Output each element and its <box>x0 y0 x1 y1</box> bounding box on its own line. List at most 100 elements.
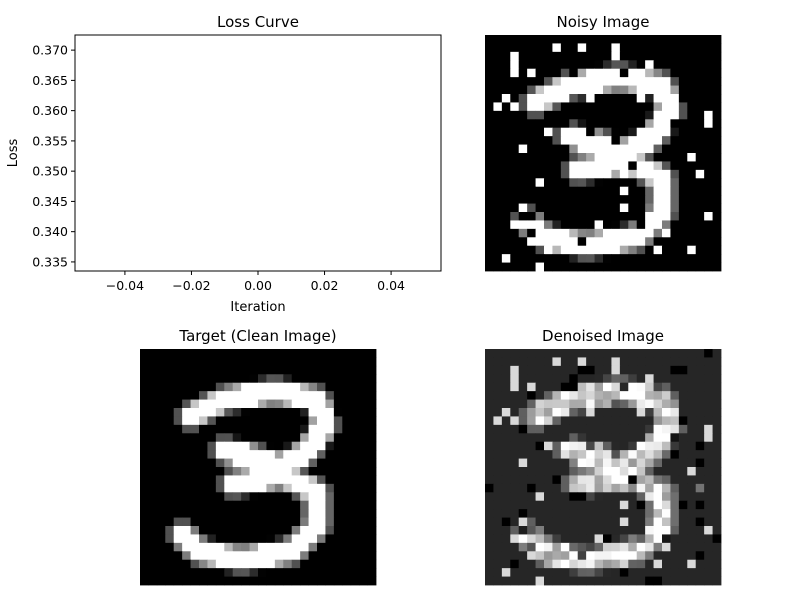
denoised-pixel <box>586 408 595 417</box>
target-pixel <box>156 357 166 367</box>
denoised-pixel <box>594 382 604 392</box>
denoised-pixel <box>695 408 705 417</box>
denoised-pixel <box>704 492 713 502</box>
denoised-pixel <box>628 399 638 409</box>
target-pixel <box>258 542 267 552</box>
denoised-pixel <box>687 551 697 561</box>
denoised-pixel <box>493 391 503 400</box>
denoised-pixel <box>501 500 511 510</box>
noisy-pixel <box>535 102 545 112</box>
denoised-pixel <box>594 416 604 426</box>
denoised-pixel <box>653 408 663 417</box>
target-pixel <box>241 374 250 384</box>
noisy-pixel <box>645 68 654 78</box>
noisy-pixel <box>628 77 638 86</box>
noisy-pixel <box>577 237 587 247</box>
target-pixel <box>190 534 200 544</box>
noisy-pixel <box>485 254 494 263</box>
noisy-pixel <box>653 203 663 213</box>
noisy-pixel <box>577 144 587 154</box>
denoised-pixel <box>653 391 663 400</box>
target-pixel <box>215 365 225 375</box>
noisy-pixel <box>687 68 697 78</box>
noisy-pixel <box>510 127 520 137</box>
denoised-pixel <box>527 357 536 367</box>
noisy-pixel <box>611 153 621 162</box>
noisy-pixel <box>493 220 503 230</box>
noisy-pixel <box>662 85 671 95</box>
noisy-pixel <box>577 254 587 263</box>
noisy-pixel <box>510 186 520 196</box>
noisy-pixel <box>687 102 697 112</box>
target-pixel <box>266 467 276 476</box>
denoised-pixel <box>695 568 705 577</box>
noisy-pixel <box>712 35 722 44</box>
noisy-pixel <box>628 161 638 171</box>
target-pixel <box>325 576 335 586</box>
noisy-pixel <box>560 119 570 129</box>
noisy-pixel <box>510 110 520 120</box>
x-tick-label: 0.04 <box>377 278 405 293</box>
denoised-pixel <box>485 500 494 510</box>
noisy-pixel <box>628 178 638 188</box>
target-pixel <box>283 467 293 476</box>
denoised-pixel <box>704 450 713 459</box>
target-pixel <box>333 534 343 544</box>
target-pixel <box>258 568 267 577</box>
noisy-pixel <box>636 161 646 171</box>
target-pixel <box>241 433 250 443</box>
target-pixel <box>249 408 259 417</box>
target-pixel <box>317 382 326 392</box>
noisy-pixel <box>527 51 536 61</box>
denoised-pixel <box>636 475 646 485</box>
denoised-pixel <box>518 374 528 384</box>
noisy-pixel <box>611 178 621 188</box>
noisy-pixel <box>493 153 503 162</box>
noisy-pixel <box>603 203 612 213</box>
denoised-pixel <box>695 399 705 409</box>
noisy-pixel <box>586 136 595 145</box>
denoised-pixel <box>586 559 595 569</box>
denoised-pixel <box>501 349 511 358</box>
noisy-pixel <box>527 161 536 171</box>
target-pixel <box>241 382 250 392</box>
target-pixel <box>283 542 293 552</box>
target-pixel <box>300 509 309 518</box>
denoised-pixel <box>628 349 638 358</box>
denoised-pixel <box>510 408 520 417</box>
target-pixel <box>165 568 175 577</box>
noisy-pixel <box>712 94 722 103</box>
target-pixel <box>367 416 377 426</box>
denoised-pixel <box>485 542 494 552</box>
denoised-pixel <box>619 450 629 459</box>
denoised-pixel <box>569 551 579 561</box>
target-pixel <box>156 551 166 561</box>
noisy-pixel <box>577 220 587 230</box>
denoised-pixel <box>594 424 604 434</box>
denoised-pixel <box>594 467 604 476</box>
target-pixel <box>342 492 352 502</box>
target-pixel <box>249 509 259 518</box>
target-pixel <box>359 534 368 544</box>
noisy-pixel <box>645 85 654 95</box>
denoised-pixel <box>670 526 680 535</box>
noisy-pixel <box>687 127 697 137</box>
target-pixel <box>156 408 166 417</box>
noisy-pixel <box>527 60 536 70</box>
target-pixel <box>207 424 217 434</box>
target-pixel <box>258 458 267 468</box>
denoised-pixel <box>712 576 722 586</box>
denoised-pixel <box>603 391 612 400</box>
denoised-pixel <box>611 357 621 367</box>
noisy-pixel <box>603 102 612 112</box>
target-pixel <box>249 450 259 459</box>
target-pixel <box>258 509 267 518</box>
denoised-pixel <box>493 424 503 434</box>
target-pixel <box>148 559 158 569</box>
noisy-pixel <box>569 119 579 129</box>
noisy-pixel <box>687 203 697 213</box>
noisy-pixel <box>712 178 722 188</box>
denoised-pixel <box>695 441 705 451</box>
target-pixel <box>367 500 377 510</box>
target-pixel <box>232 534 242 544</box>
